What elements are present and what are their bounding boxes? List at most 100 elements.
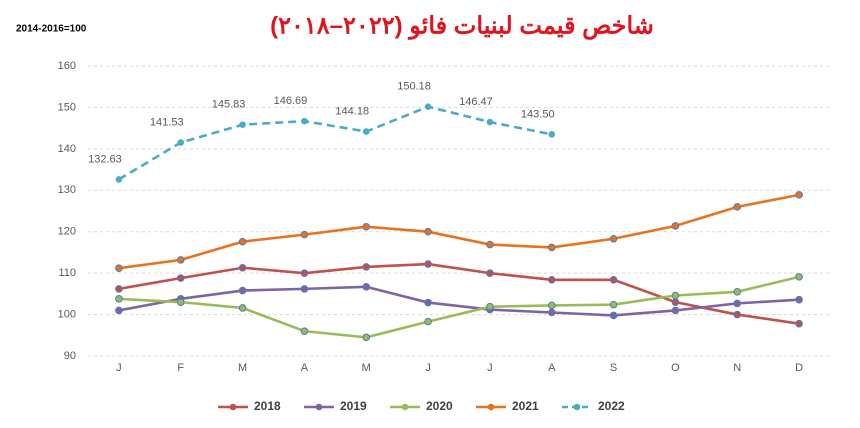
point [547,243,556,252]
point [238,263,247,272]
point [424,298,432,307]
point [609,234,618,243]
x-tick-label: F [177,362,184,374]
point [486,269,494,277]
point [733,299,742,308]
point [362,128,370,135]
point [486,240,494,249]
point [795,273,803,281]
x-tick-label: D [795,362,803,374]
chart-title: شاخص قیمت لبنیات فائو (۲۰۲۲–۲۰۱۸) [270,12,654,40]
legend-marker [229,403,237,411]
point [547,308,556,317]
point [486,302,494,311]
point [300,285,309,293]
point [115,176,123,183]
legend-marker [573,403,581,411]
x-tick-label: J [116,362,122,374]
point [733,310,742,319]
legend-marker [401,403,409,411]
point [424,260,432,268]
point [671,291,680,300]
point [609,311,618,320]
legend-label: 2019 [340,399,367,413]
point [671,306,680,315]
point [547,275,556,284]
legend-label: 2021 [512,399,539,413]
point [300,327,309,335]
x-tick-label: J [425,362,431,374]
series-line [118,193,800,270]
point [795,295,803,304]
point [176,256,185,264]
legend-label: 2022 [598,399,625,413]
point [424,103,432,110]
series-line [118,275,800,339]
point [733,287,742,296]
point [301,117,308,125]
series-line [118,285,800,317]
data-label: 146.69 [274,95,308,107]
point [177,139,185,146]
legend-marker [315,403,323,411]
point [609,300,618,309]
x-tick-label: S [610,362,617,374]
point [238,304,247,312]
y-tick-label: 100 [58,308,76,320]
point [115,285,123,293]
point [362,333,371,342]
y-tick-label: 160 [58,60,76,72]
point [238,286,247,295]
x-tick-label: J [487,362,493,374]
point [362,263,371,271]
point [239,121,246,129]
data-label: 150.18 [397,81,431,93]
x-tick-label: O [671,362,680,374]
point [362,222,371,231]
data-label: 145.83 [212,99,246,111]
y-tick-label: 90 [64,350,76,362]
point [176,298,185,306]
x-tick-label: N [733,362,741,374]
data-label: 144.18 [335,105,369,117]
point [486,118,494,126]
point [795,319,803,328]
point [300,269,309,277]
point [547,301,556,310]
x-tick-label: M [362,362,371,374]
data-label: 132.63 [88,153,122,165]
legend-label: 2020 [426,399,453,413]
point [424,227,432,236]
point [362,283,371,291]
point [424,317,432,326]
point [795,191,803,199]
point [733,203,742,211]
y-tick-label: 140 [58,143,76,155]
point [548,131,556,138]
point [300,230,309,239]
data-label: 146.47 [459,96,493,108]
point [671,222,680,230]
point [115,306,123,315]
series-line [118,105,553,181]
y-tick-label: 110 [58,267,76,279]
data-label: 141.53 [150,116,184,128]
point [609,275,618,284]
point [671,298,680,306]
y-tick-label: 130 [58,184,76,196]
point [115,295,123,303]
subtitle: 2014-2016=100 [16,24,87,35]
y-tick-label: 150 [58,101,76,113]
point [115,264,123,272]
x-tick-label: A [548,362,556,374]
series-line [118,262,800,325]
data-label: 143.50 [521,108,555,120]
legend-marker [487,403,495,411]
x-tick-label: M [238,362,247,374]
point [176,274,185,282]
legend-label: 2018 [254,399,281,413]
x-tick-label: A [301,362,309,374]
point [238,237,247,246]
